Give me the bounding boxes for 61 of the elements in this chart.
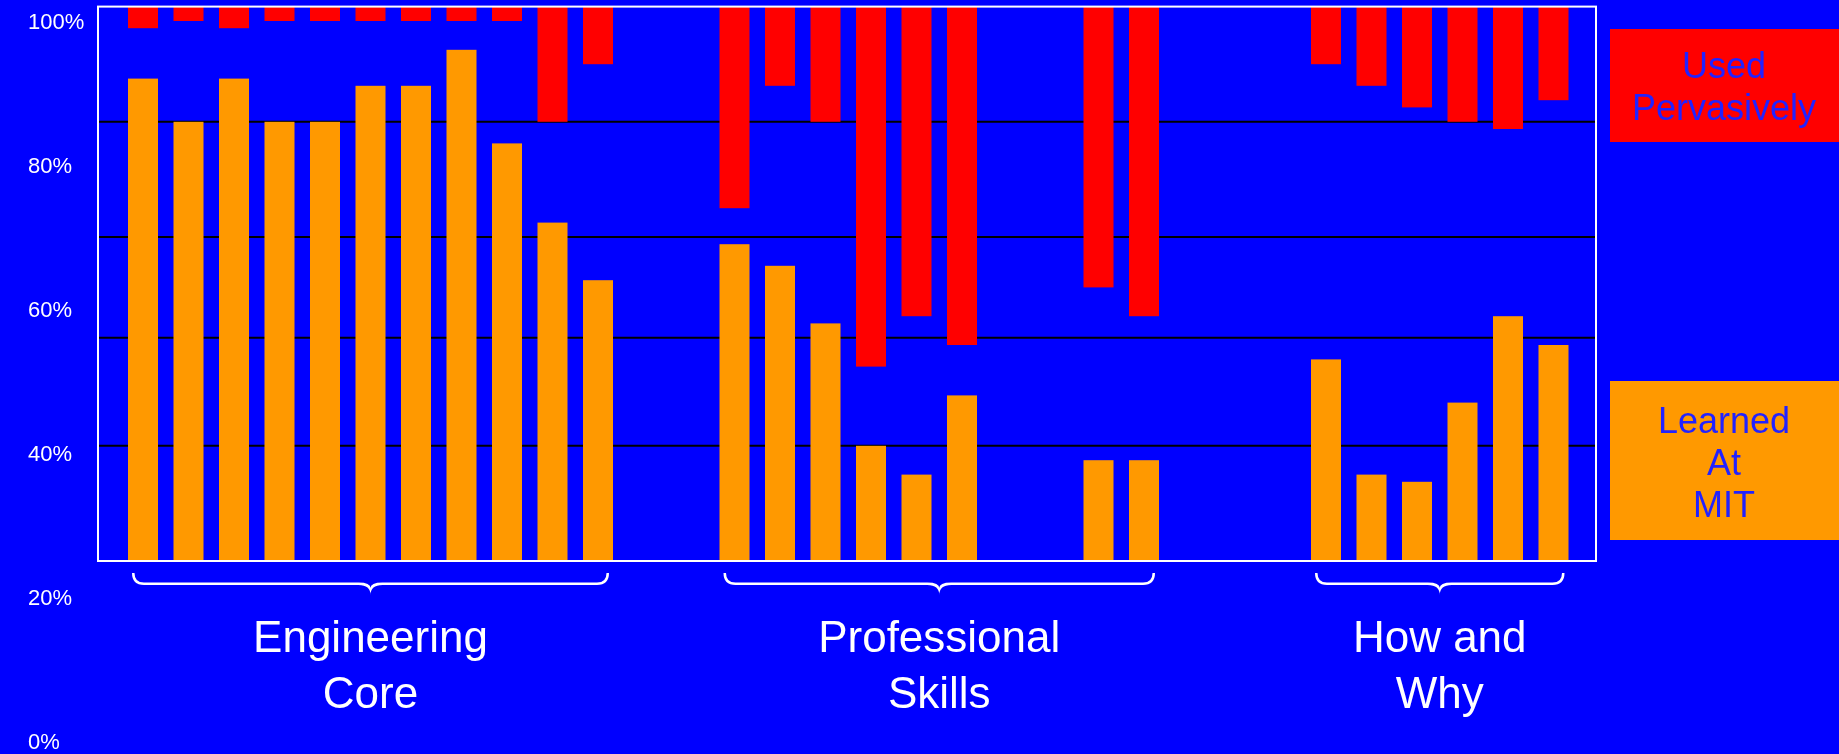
bar	[310, 6, 340, 21]
bar	[128, 6, 158, 29]
y-tick-label: 40%	[28, 440, 73, 466]
bar	[355, 85, 386, 561]
y-tick-label: 100%	[28, 8, 85, 34]
y-tick-label: 20%	[28, 584, 73, 610]
bar	[173, 6, 204, 21]
bar	[947, 6, 977, 345]
text: Learned At MIT	[1657, 400, 1791, 526]
bar	[765, 6, 795, 86]
bar	[856, 445, 886, 561]
bar	[446, 49, 477, 561]
bar	[1447, 402, 1478, 561]
bar	[1402, 481, 1432, 561]
bar	[1129, 460, 1159, 561]
bar	[219, 6, 249, 29]
bar	[810, 6, 841, 122]
bar	[537, 6, 568, 122]
bar	[1311, 6, 1341, 65]
bar	[401, 85, 431, 561]
bar	[1311, 359, 1341, 561]
bar	[264, 6, 295, 21]
bar	[583, 280, 613, 561]
annotation: Professional Skills	[818, 612, 1061, 717]
y-tick-label: 0%	[28, 728, 60, 754]
bar	[583, 6, 613, 65]
y-tick-label: 80%	[28, 152, 73, 178]
bar	[1402, 6, 1432, 108]
bar	[446, 6, 477, 21]
bar	[128, 78, 158, 561]
y-tick-label: 60%	[28, 296, 73, 322]
bar	[219, 78, 249, 561]
bar	[901, 474, 932, 561]
bar	[310, 121, 340, 561]
bar	[1447, 6, 1478, 122]
bar	[1493, 6, 1523, 129]
bar	[173, 121, 204, 561]
bar	[355, 6, 386, 21]
bar	[1083, 460, 1114, 561]
bar	[856, 6, 886, 367]
bar	[401, 6, 431, 21]
bar	[719, 6, 750, 209]
bar	[1356, 474, 1387, 561]
bar	[901, 6, 932, 317]
series-label: Used Pervasively	[1631, 45, 1817, 129]
bar	[1538, 345, 1569, 561]
bar	[1129, 6, 1159, 317]
bar	[765, 265, 795, 561]
bar	[492, 6, 522, 21]
bar	[1493, 316, 1523, 561]
bar	[1538, 6, 1569, 101]
bar	[810, 323, 841, 561]
bar	[264, 121, 295, 561]
bar	[1083, 6, 1114, 288]
annotation: How and Why	[1352, 612, 1527, 717]
annotation: Engineering Core	[253, 612, 488, 717]
bar	[947, 395, 977, 561]
bar	[492, 143, 522, 561]
bar	[537, 222, 568, 561]
bar	[1356, 6, 1387, 86]
bar	[719, 244, 750, 561]
